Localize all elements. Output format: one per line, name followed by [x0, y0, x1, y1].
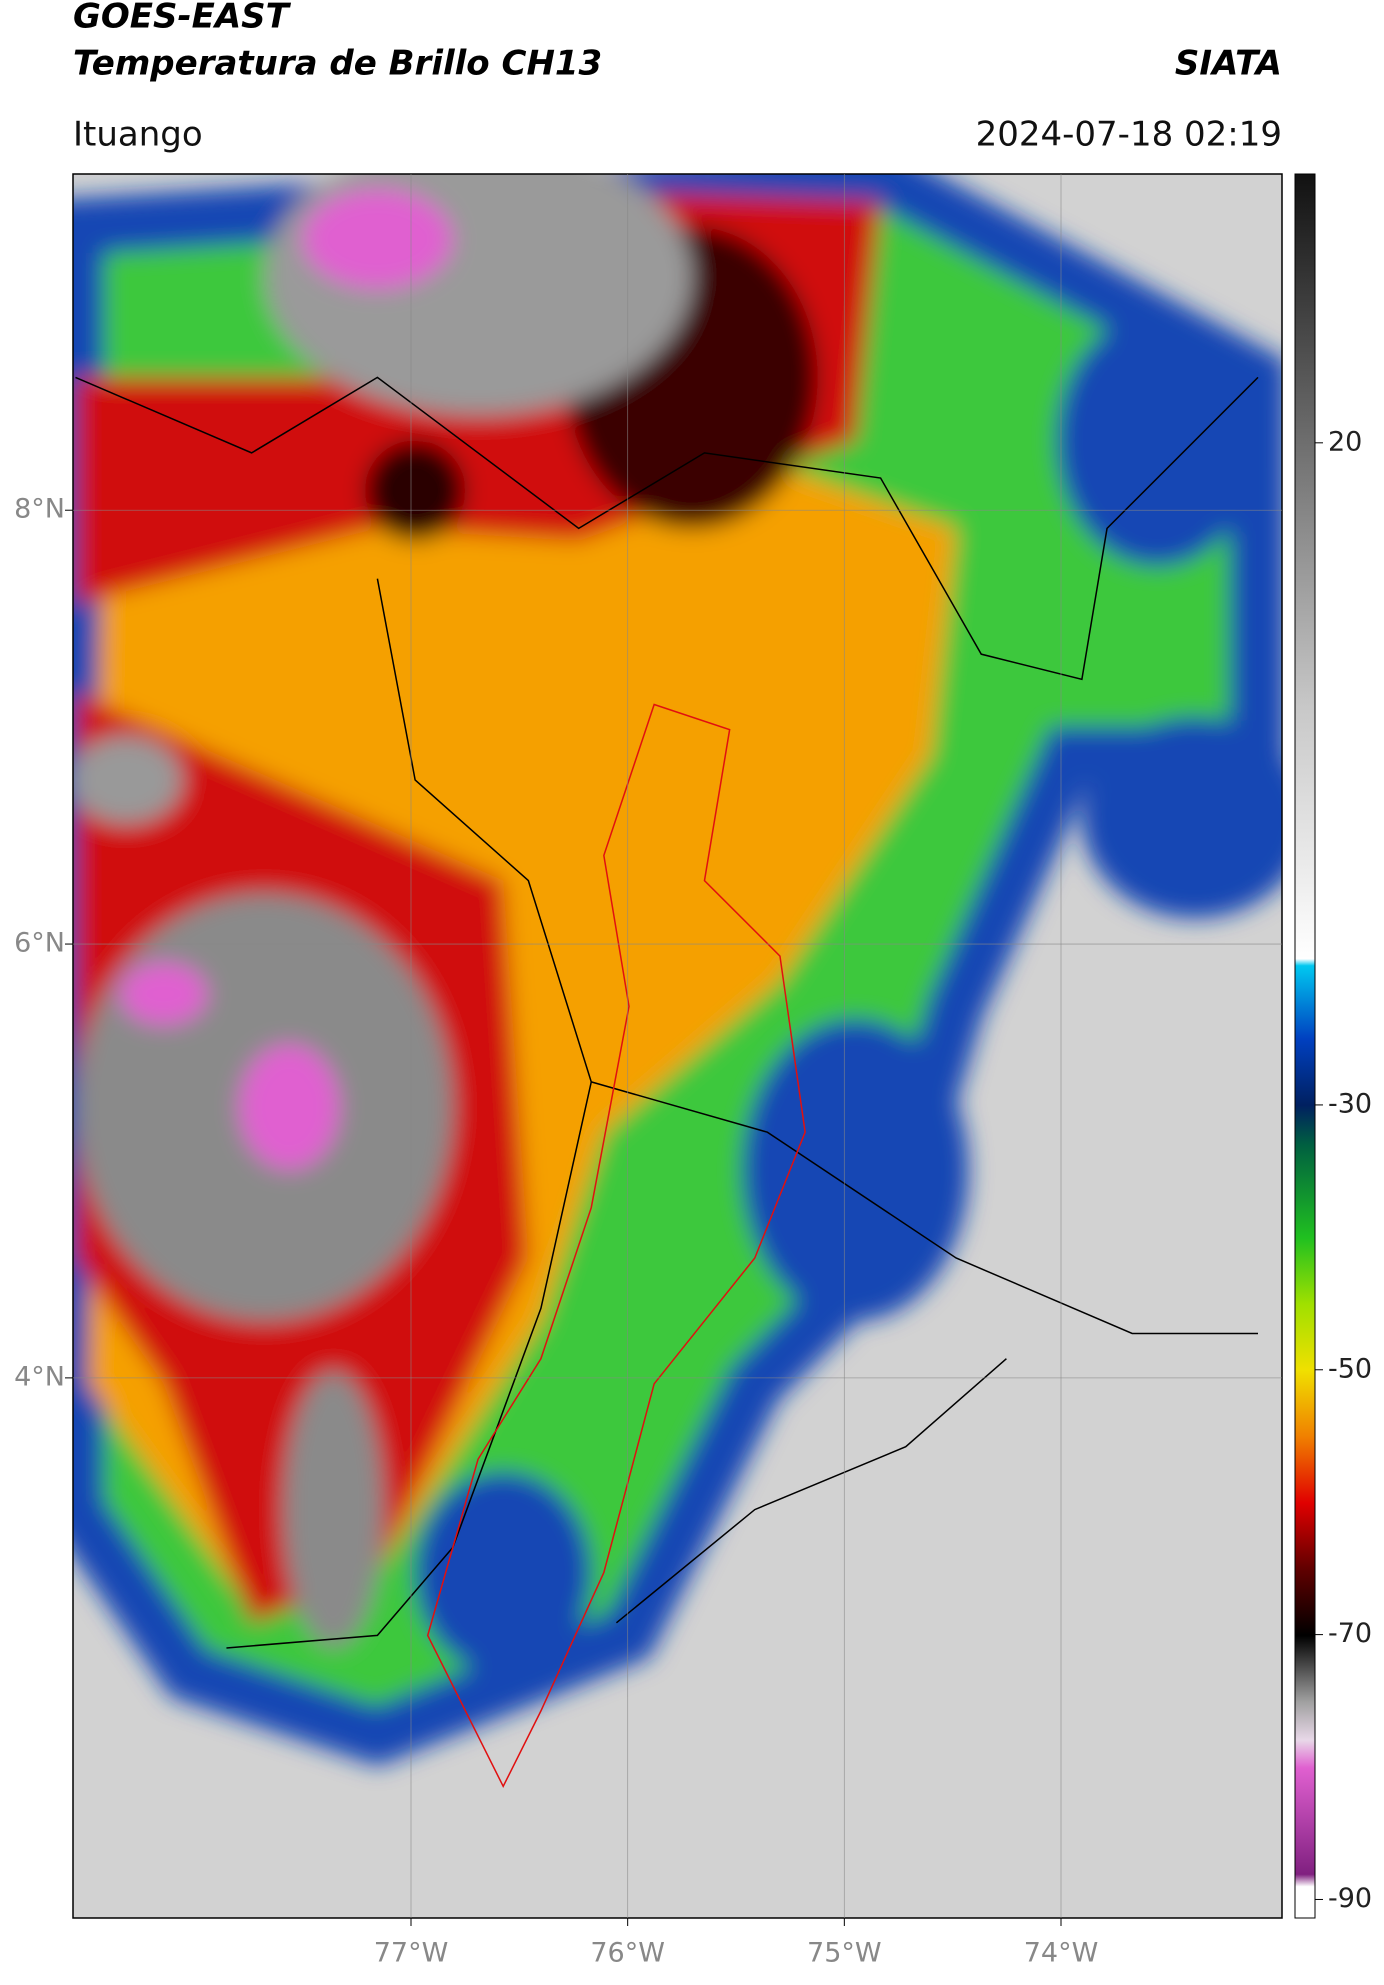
x-tick-label: 75°W	[807, 1938, 882, 1969]
timestamp: 2024-07-18 02:19	[976, 115, 1282, 155]
y-tick-label: 8°N	[14, 494, 65, 525]
colorbar-tick-label: -90	[1328, 1883, 1372, 1914]
title: GOES-EAST	[73, 0, 292, 37]
agency: SIATA	[1175, 44, 1282, 84]
x-tick-label: 74°W	[1024, 1938, 1099, 1969]
subtitle: Temperatura de Brillo CH13	[73, 44, 602, 84]
satellite-image	[72, 173, 1282, 1919]
colorbar-tick-label: -70	[1328, 1618, 1372, 1649]
colorbar-tick-label: -30	[1328, 1088, 1372, 1119]
colorbar-tick-label: 20	[1328, 426, 1362, 457]
colorbar-tick-label: -50	[1328, 1353, 1372, 1384]
x-tick-label: 76°W	[590, 1938, 665, 1969]
y-tick-label: 4°N	[14, 1361, 65, 1392]
y-tick-label: 6°N	[14, 928, 65, 959]
location: Ituango	[73, 115, 203, 155]
colorbar	[1294, 173, 1316, 1919]
map-frame	[72, 173, 1283, 1919]
x-tick-label: 77°W	[374, 1938, 449, 1969]
